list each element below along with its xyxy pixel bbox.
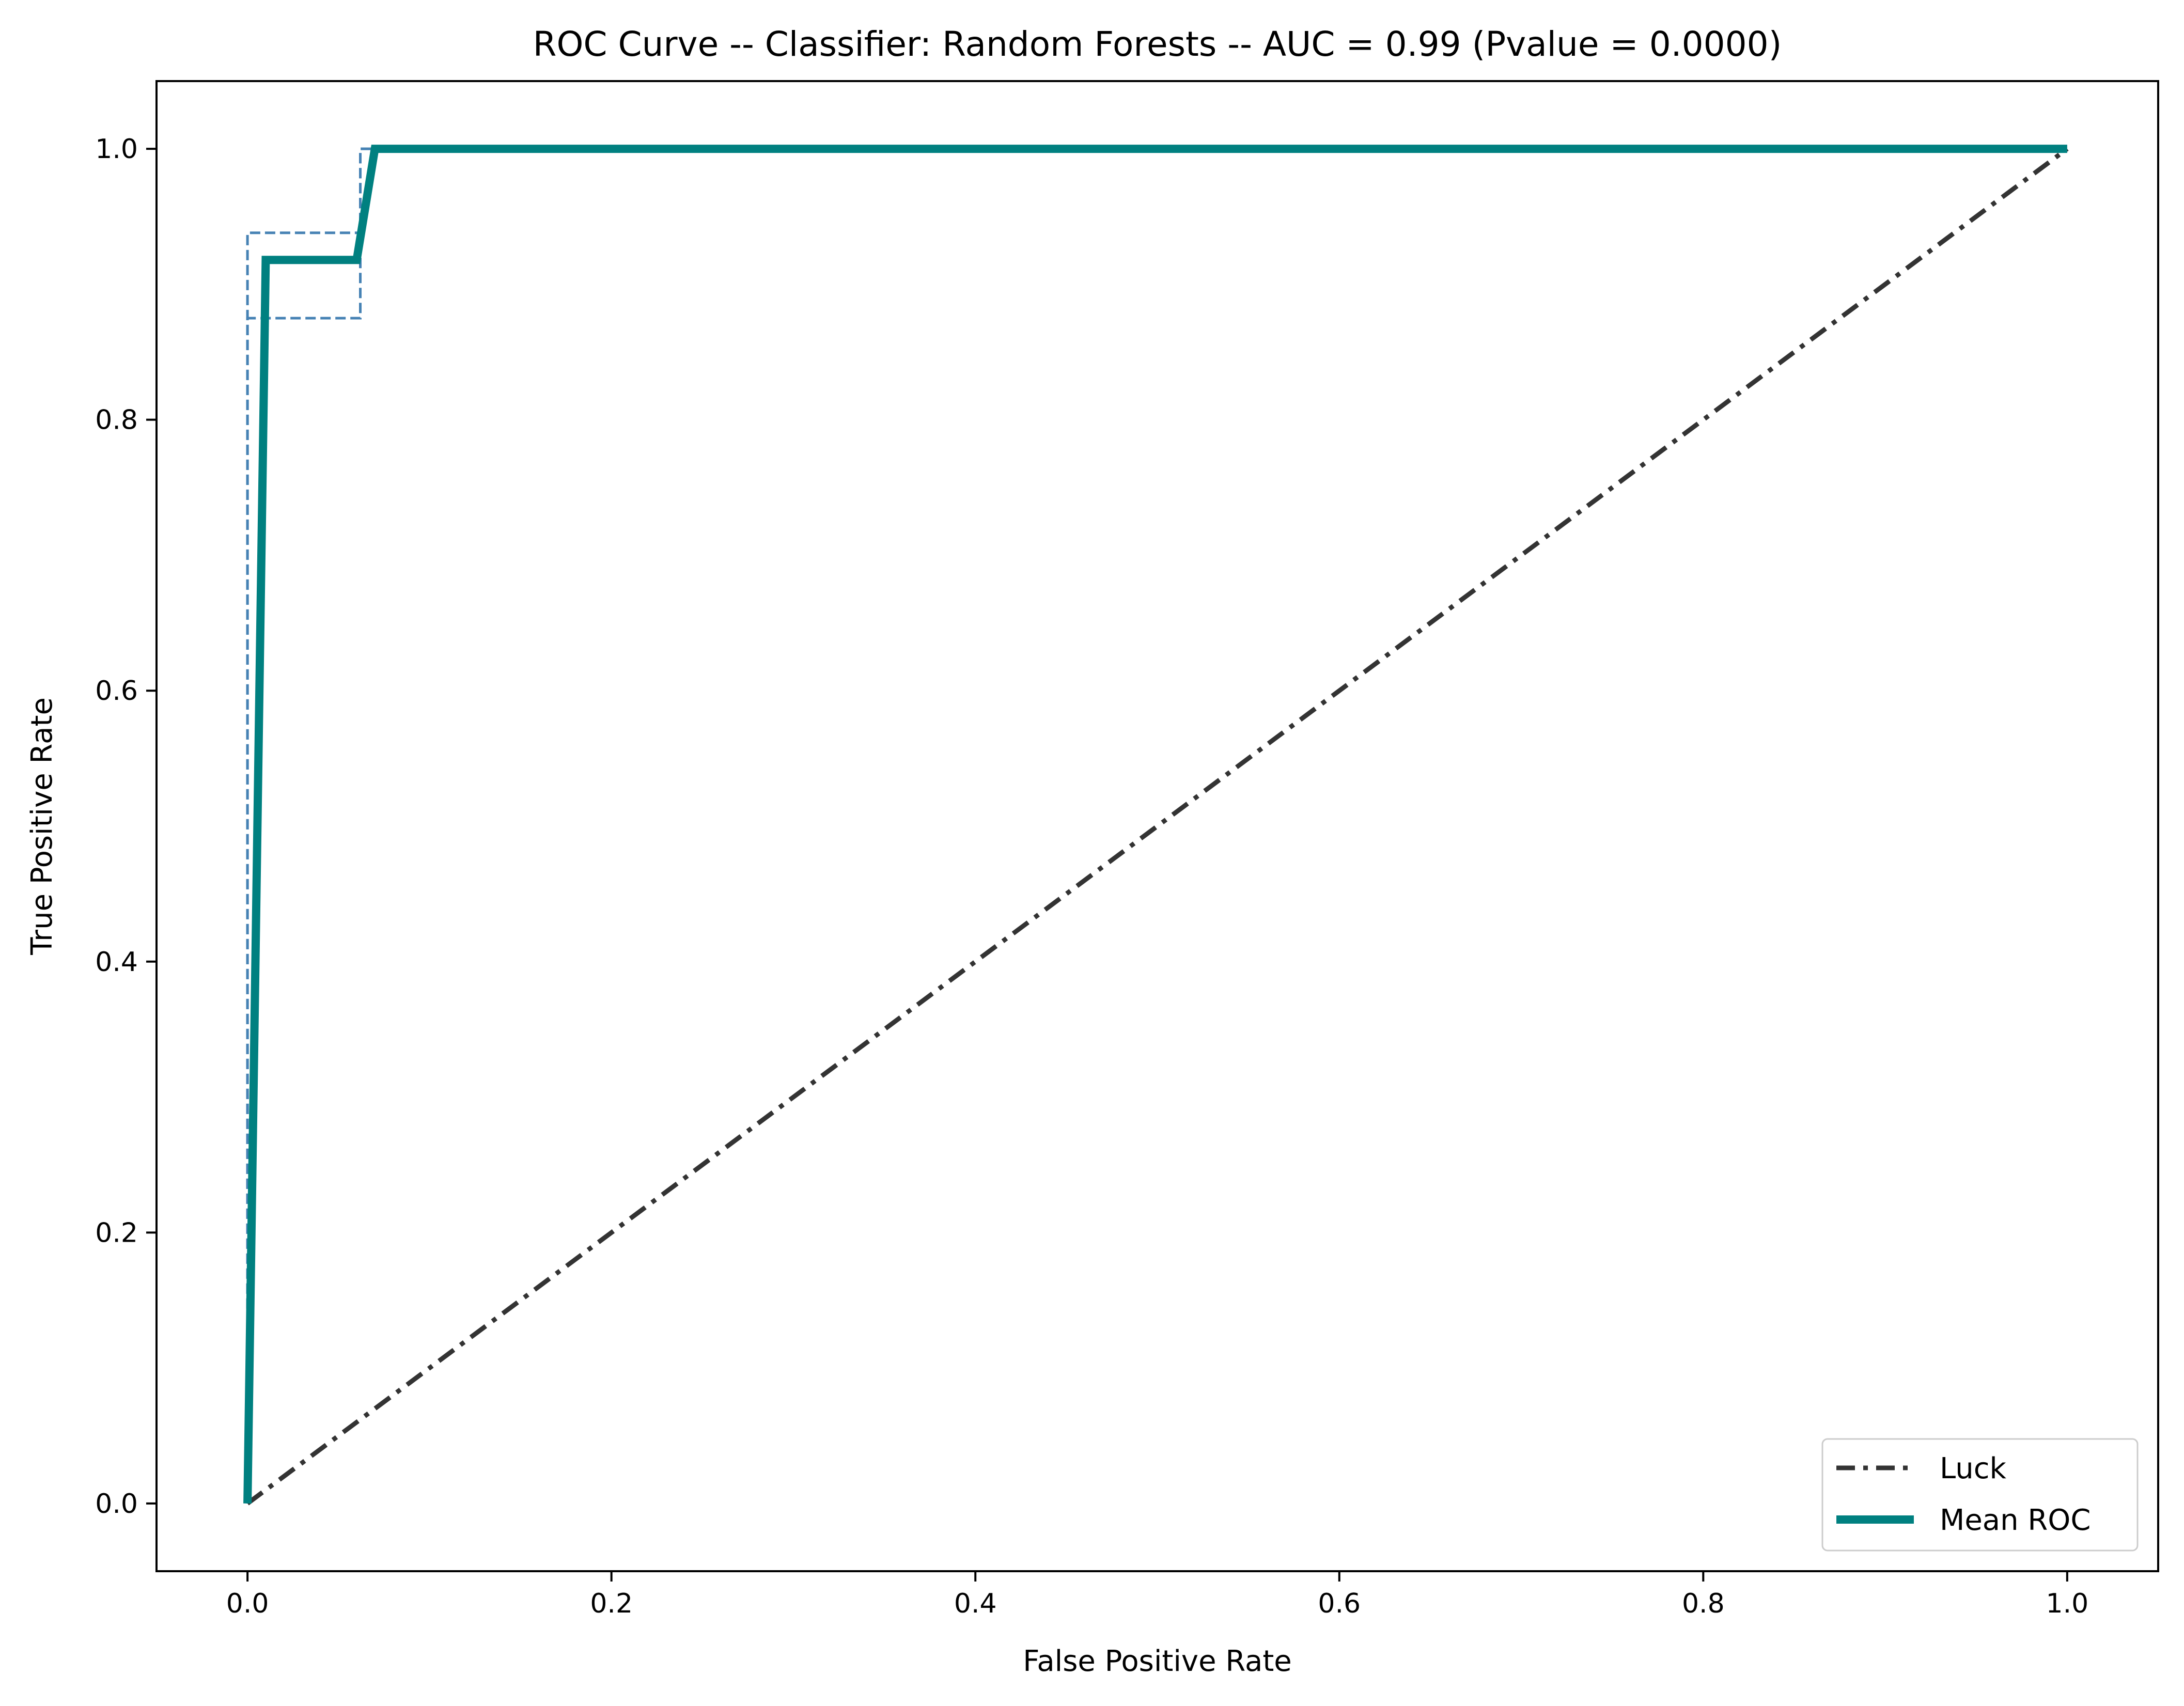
y-axis: 0.0 0.2 0.4 0.6 0.8 1.0 — [95, 134, 157, 1520]
plot-area — [243, 145, 2069, 1506]
chart-title: ROC Curve -- Classifier: Random Forests … — [533, 24, 1782, 64]
x-tick-label: 0.8 — [1682, 1588, 1725, 1619]
legend: Luck Mean ROC — [1821, 1438, 2139, 1552]
x-axis: 0.0 0.2 0.4 0.6 0.8 1.0 — [226, 1571, 2088, 1619]
x-tick-label: 0.6 — [1318, 1588, 1361, 1619]
legend-label-luck: Luck — [1940, 1452, 2006, 1485]
y-axis-label: True Positive Rate — [25, 697, 59, 956]
plot-frame — [155, 80, 2159, 1572]
y-tick-label: 0.2 — [95, 1217, 138, 1248]
series-line-band-3 — [246, 147, 2067, 1504]
series-line-mean-roc — [243, 145, 2067, 1504]
y-tick-label: 0.4 — [95, 947, 138, 978]
x-tick-label: 1.0 — [2046, 1588, 2089, 1619]
x-tick-label: 0.4 — [954, 1588, 997, 1619]
series-line-band-2 — [246, 147, 2067, 1504]
x-tick-label: 0.2 — [590, 1588, 633, 1619]
series-line-luck — [246, 147, 2069, 1506]
y-tick-label: 1.0 — [95, 134, 138, 165]
y-tick-label: 0.0 — [95, 1489, 138, 1520]
x-tick-label: 0.0 — [226, 1588, 269, 1619]
x-axis-label: False Positive Rate — [1023, 1645, 1291, 1678]
y-tick-label: 0.6 — [95, 676, 138, 707]
legend-label-mean-roc: Mean ROC — [1940, 1504, 2091, 1537]
y-tick-label: 0.8 — [95, 405, 138, 436]
